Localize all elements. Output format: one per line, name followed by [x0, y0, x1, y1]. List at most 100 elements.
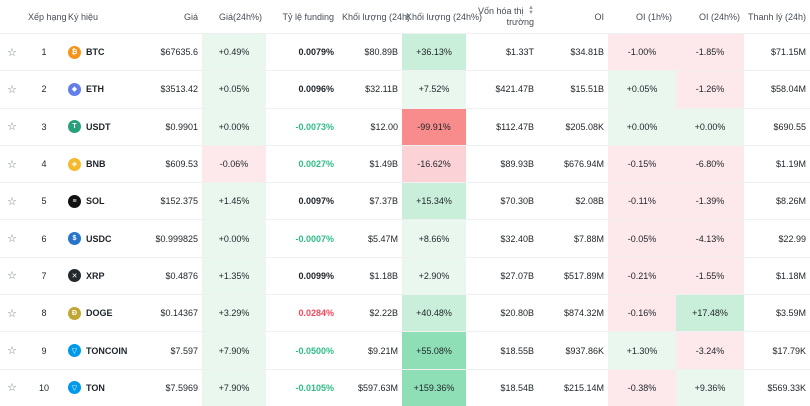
liquidation-cell: $22.99: [744, 219, 810, 258]
table-row[interactable]: ☆ 7 ✕ XRP $0.4876 +1.35% 0.0099% $1.18B +2.90% $2…: [0, 256, 810, 295]
symbol-cell[interactable]: $ USDC: [64, 219, 150, 258]
volume-change-cell: +2.90%: [402, 256, 466, 295]
oi-1h-cell: +0.00%: [608, 107, 676, 146]
header-oi-1h[interactable]: OI (1h%): [635, 11, 672, 22]
star-icon[interactable]: ☆: [7, 345, 17, 358]
table-row[interactable]: ☆ 3 T USDT $0.9901 +0.00% -0.0073% $12.00 -99.91…: [0, 107, 810, 146]
table-row[interactable]: ☆ 8 Ð DOGE $0.14367 +3.29% 0.0284% $2.22B +40.48…: [0, 294, 810, 332]
header-favorite: [0, 0, 24, 34]
table-row[interactable]: ☆ 5 ≡ SOL $152.375 +1.45% 0.0097% $7.37B +15.34%…: [0, 182, 810, 220]
header-volume[interactable]: Khối lượng (24h): [342, 11, 410, 22]
funding-cell: -0.0105%: [266, 368, 338, 406]
symbol-cell[interactable]: ◆ ETH: [64, 70, 150, 109]
oi-24h-cell: -1.85%: [676, 32, 744, 71]
symbol-cell[interactable]: T USDT: [64, 107, 150, 146]
table-row[interactable]: ☆ 6 $ USDC $0.999825 +0.00% -0.0007% $5.47M +8.6…: [0, 219, 810, 258]
bitcoin-icon: ₿: [68, 45, 81, 59]
price-cell: $0.4876: [150, 256, 202, 295]
header-oi-24h[interactable]: OI (24h%): [698, 11, 740, 22]
header-rank[interactable]: Xếp hạng: [28, 11, 67, 22]
price-change-cell: +0.49%: [202, 32, 266, 71]
header-market-cap[interactable]: Vốn hóa thị ▲ ▼ trường: [466, 0, 538, 34]
favorite-cell: ☆: [0, 219, 24, 258]
header-oi[interactable]: OI: [594, 11, 604, 22]
header-price[interactable]: Giá: [183, 11, 198, 22]
symbol-cell[interactable]: ▽ TON: [64, 368, 150, 406]
volume-cell: $1.18B: [338, 256, 402, 295]
volume-cell: $12.00: [338, 107, 402, 146]
table-row[interactable]: ☆ 10 ▽ TON $7.5969 +7.90% -0.0105% $597.63M +159…: [0, 368, 810, 406]
rank-cell: 3: [24, 107, 64, 146]
price-change-cell: +1.45%: [202, 182, 266, 220]
star-icon[interactable]: ☆: [7, 307, 17, 320]
market-cap-cell: $112.47B: [466, 107, 538, 146]
star-icon[interactable]: ☆: [7, 121, 17, 134]
star-icon[interactable]: ☆: [7, 233, 17, 246]
table-row[interactable]: ☆ 1 ₿ BTC $67635.6 +0.49% 0.0079% $80.89B +36.13…: [0, 32, 810, 71]
star-icon[interactable]: ☆: [7, 46, 17, 59]
funding-cell: 0.0284%: [266, 294, 338, 332]
volume-change-cell: +40.48%: [402, 294, 466, 332]
rank-cell: 9: [24, 331, 64, 370]
symbol-label: USDT: [86, 121, 111, 132]
rank-cell: 1: [24, 32, 64, 71]
funding-cell: 0.0027%: [266, 144, 338, 183]
star-icon[interactable]: ☆: [7, 195, 17, 208]
oi-24h-cell: -6.80%: [676, 144, 744, 183]
symbol-label: DOGE: [86, 308, 113, 319]
funding-cell: -0.0500%: [266, 331, 338, 370]
symbol-cell[interactable]: ▽ TONCOIN: [64, 331, 150, 370]
price-change-cell: +3.29%: [202, 294, 266, 332]
funding-cell: -0.0073%: [266, 107, 338, 146]
star-icon[interactable]: ☆: [7, 83, 17, 96]
favorite-cell: ☆: [0, 32, 24, 71]
ton-icon: ▽: [68, 381, 81, 395]
market-cap-cell: $1.33T: [466, 32, 538, 71]
symbol-cell[interactable]: ₿ BTC: [64, 32, 150, 71]
price-change-cell: +1.35%: [202, 256, 266, 295]
symbol-cell[interactable]: ✕ XRP: [64, 256, 150, 295]
price-cell: $152.375: [150, 182, 202, 220]
header-funding[interactable]: Tỷ lệ funding: [282, 11, 334, 22]
oi-cell: $7.88M: [538, 219, 608, 258]
xrp-icon: ✕: [68, 269, 81, 283]
header-symbol[interactable]: Ký hiệu: [68, 11, 99, 22]
volume-change-cell: +55.08%: [402, 331, 466, 370]
symbol-label: USDC: [86, 233, 112, 244]
price-cell: $0.9901: [150, 107, 202, 146]
oi-1h-cell: -0.11%: [608, 182, 676, 220]
oi-24h-cell: +9.36%: [676, 368, 744, 406]
rank-cell: 5: [24, 182, 64, 220]
symbol-cell[interactable]: Ð DOGE: [64, 294, 150, 332]
header-volume-change[interactable]: Khối lượng (24h%): [406, 11, 482, 22]
table-row[interactable]: ☆ 9 ▽ TONCOIN $7.597 +7.90% -0.0500% $9.21M +55.…: [0, 331, 810, 370]
star-icon[interactable]: ☆: [7, 270, 17, 283]
sort-icon[interactable]: ▲ ▼: [528, 5, 534, 17]
volume-change-cell: +15.34%: [402, 182, 466, 220]
rank-cell: 6: [24, 219, 64, 258]
solana-icon: ≡: [68, 194, 81, 208]
header-price-change[interactable]: Giá(24h%): [218, 11, 262, 22]
oi-1h-cell: +0.05%: [608, 70, 676, 109]
oi-1h-cell: -1.00%: [608, 32, 676, 71]
symbol-label: ETH: [86, 84, 104, 95]
oi-24h-cell: -1.26%: [676, 70, 744, 109]
symbol-label: BNB: [86, 159, 106, 170]
price-cell: $3513.42: [150, 70, 202, 109]
price-change-cell: +0.00%: [202, 107, 266, 146]
star-icon[interactable]: ☆: [7, 382, 17, 395]
star-icon[interactable]: ☆: [7, 158, 17, 171]
symbol-cell[interactable]: ≡ SOL: [64, 182, 150, 220]
funding-cell: 0.0096%: [266, 70, 338, 109]
symbol-cell[interactable]: ◈ BNB: [64, 144, 150, 183]
volume-change-cell: +7.52%: [402, 70, 466, 109]
oi-1h-cell: +1.30%: [608, 331, 676, 370]
oi-1h-cell: -0.16%: [608, 294, 676, 332]
liquidation-cell: $690.55: [744, 107, 810, 146]
oi-1h-cell: -0.15%: [608, 144, 676, 183]
oi-24h-cell: -4.13%: [676, 219, 744, 258]
table-row[interactable]: ☆ 2 ◆ ETH $3513.42 +0.05% 0.0096% $32.11B +7.52%…: [0, 70, 810, 109]
header-liquidation[interactable]: Thanh lý (24h): [748, 11, 807, 22]
table-row[interactable]: ☆ 4 ◈ BNB $609.53 -0.06% 0.0027% $1.49B -16.62% $…: [0, 144, 810, 183]
price-change-cell: +7.90%: [202, 368, 266, 406]
